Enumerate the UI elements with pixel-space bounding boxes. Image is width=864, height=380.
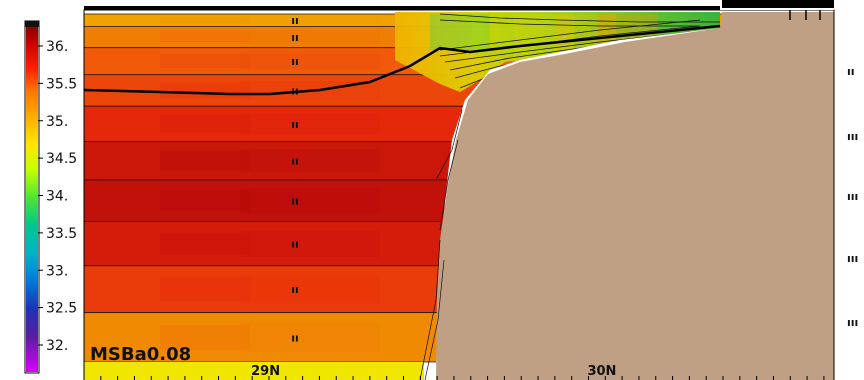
salinity-layer-patch xyxy=(240,188,380,214)
salinity-layer-patch xyxy=(160,17,250,24)
salinity-layer-patch xyxy=(240,53,380,70)
top-strip-bar xyxy=(84,6,720,10)
salinity-layer-patch xyxy=(160,190,250,212)
right-edge-marker: ııı xyxy=(847,252,858,265)
right-edge-marker: ııı xyxy=(847,190,858,203)
colorbar-tick-label: 33. xyxy=(46,263,68,279)
layer-marker: ıı xyxy=(291,238,299,251)
right-edge-marker: ııı xyxy=(847,316,858,329)
salinity-layer-patch xyxy=(240,16,380,24)
layer-marker: ıı xyxy=(291,195,299,208)
colorbar-tick-label: 32.5 xyxy=(46,301,77,317)
salinity-layer-patch xyxy=(160,54,250,68)
salinity-layer-patch xyxy=(160,114,250,133)
salinity-layer-patch xyxy=(160,277,250,301)
layer-marker: ıı xyxy=(291,55,299,68)
colorbar-tick-label: 34. xyxy=(46,189,68,205)
salinity-layer-patch xyxy=(240,30,380,44)
layer-marker: ıı xyxy=(291,283,299,296)
salinity-layer-patch xyxy=(160,82,250,99)
bottom-axis-label: 30N xyxy=(587,364,616,379)
salinity-layer-patch xyxy=(160,232,250,255)
layer-marker: ıı xyxy=(291,155,299,168)
salinity-layer-patch xyxy=(240,230,380,257)
layer-marker: ıı xyxy=(291,31,299,44)
slope-grid-lines xyxy=(419,109,463,380)
layer-marker: ıı xyxy=(291,118,299,131)
colorbar-tick-label: 32. xyxy=(46,338,68,354)
bottom-axis: 29N 30N xyxy=(83,364,825,380)
salinity-layer-patch xyxy=(160,151,250,171)
colorbar-tick-label: 36. xyxy=(46,39,68,55)
colorbar-tick-label: 34.5 xyxy=(46,151,77,167)
top-strip xyxy=(84,0,834,10)
colorbar-top-cap xyxy=(25,21,39,27)
colorbar-tick-label: 35. xyxy=(46,114,68,130)
right-edge-marker: ıı xyxy=(847,65,855,78)
colorbar-tick-label: 33.5 xyxy=(46,226,77,242)
mixed-layer-line xyxy=(84,24,721,96)
salinity-layer-patch xyxy=(160,31,250,43)
salinity-layer-patch xyxy=(240,149,380,173)
salinity-layer-patch xyxy=(240,275,380,304)
salinity-layer-patch xyxy=(160,325,250,350)
salinity-layer-patch xyxy=(240,322,380,353)
top-strip-bar-right xyxy=(722,0,834,8)
experiment-label: MSBa0.08 xyxy=(90,344,191,365)
layer-marker: ıı xyxy=(291,331,299,344)
colorbar-tick-label: 35.5 xyxy=(46,76,77,92)
layer-marker: ıı xyxy=(291,14,299,27)
bottom-axis-label: 29N xyxy=(251,364,280,379)
salinity-layer-patch xyxy=(240,113,380,135)
colorbar-gradient xyxy=(26,22,38,372)
bottom-yellow-layer xyxy=(84,362,424,380)
colorbar: 36. 35.5 35. 34.5 34. 33.5 33. 32.5 32. xyxy=(24,20,77,374)
top-axis-ticks xyxy=(789,10,821,20)
land-mass xyxy=(436,12,834,380)
right-edge-marker: ııı xyxy=(847,130,858,143)
